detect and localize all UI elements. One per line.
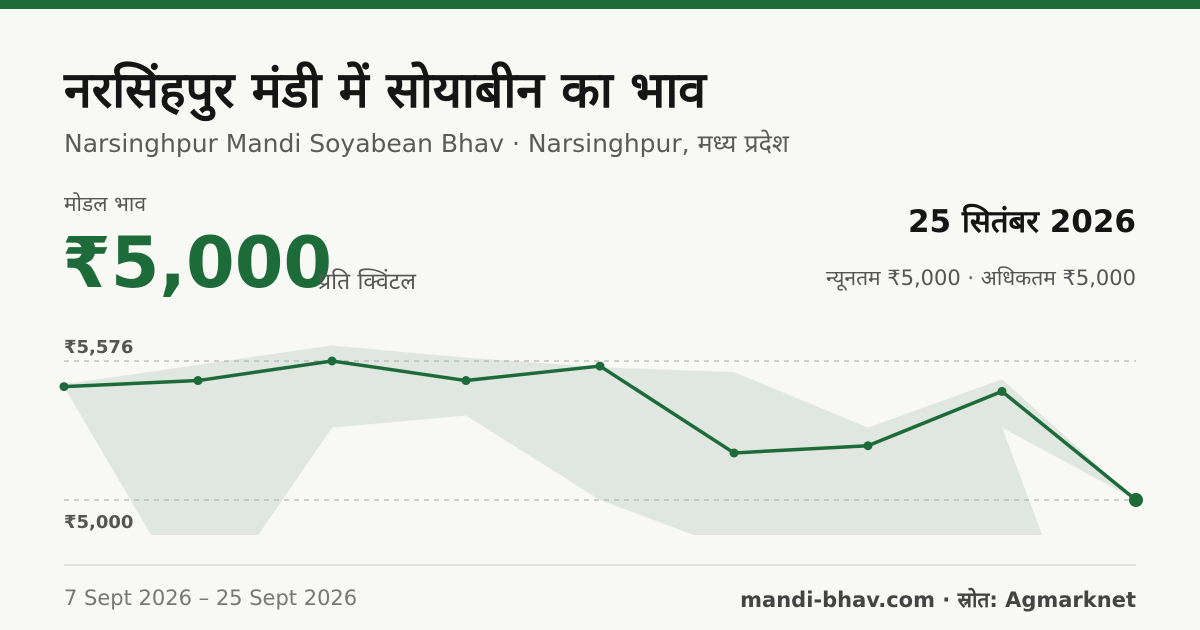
price-point [595,361,605,371]
y-tick-label: ₹5,576 [64,337,133,358]
y-tick-label: ₹5,000 [64,512,133,533]
date-range: 7 Sept 2026 – 25 Sept 2026 [64,586,358,610]
price-unit: प्रति क्विंटल [318,269,416,295]
price-point [59,382,69,392]
source-credit: mandi-bhav.com · स्रोत: Agmarknet [740,588,1136,612]
top-accent-bar [0,0,1200,9]
price-point [997,386,1007,396]
price-date: 25 सितंबर 2026 [907,204,1136,240]
price-point [729,448,739,458]
price-point [461,376,471,386]
min-max-price: न्यूनतम ₹5,000 · अधिकतम ₹5,000 [826,266,1136,290]
price-range-band [64,345,1136,535]
latest-price-point [1129,493,1143,507]
price-point [863,441,873,451]
modal-price-label: मोडल भाव [64,192,147,216]
page-title: नरसिंहपुर मंडी में सोयाबीन का भाव [64,61,707,119]
price-point [193,376,203,386]
page-subtitle: Narsinghpur Mandi Soyabean Bhav · Narsin… [64,129,789,158]
modal-price-value: ₹5,000 [62,222,333,304]
price-point [327,356,337,366]
